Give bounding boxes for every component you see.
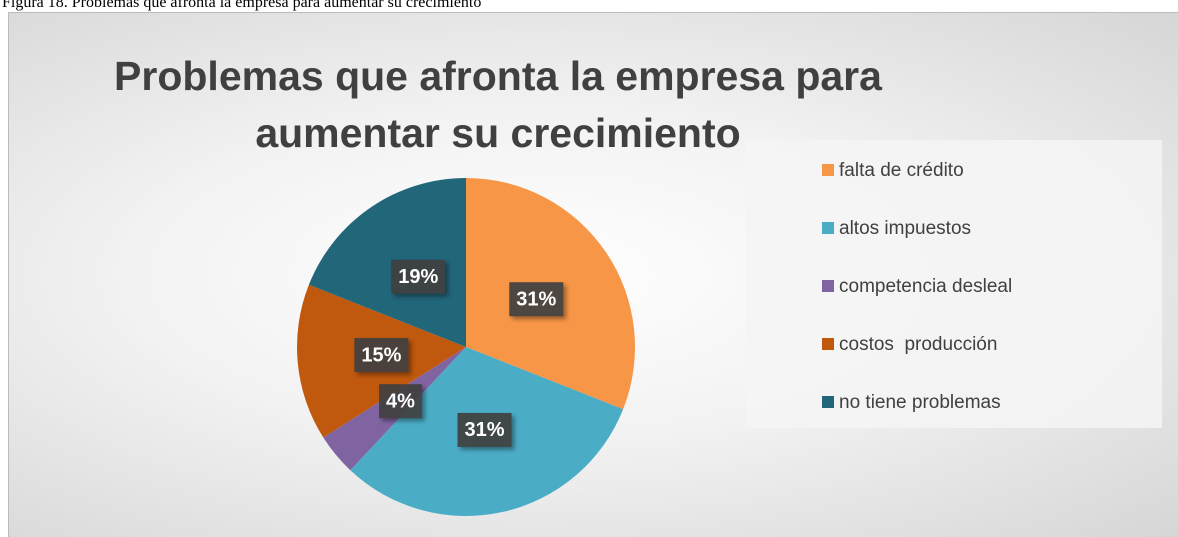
legend-swatch <box>822 222 834 234</box>
data-label: 15% <box>361 344 401 366</box>
data-label: 19% <box>398 266 438 288</box>
legend-label: competencia desleal <box>839 276 1012 297</box>
legend-swatch <box>822 280 834 292</box>
data-label-box <box>379 384 422 419</box>
data-label-box <box>391 259 446 294</box>
data-label: 4% <box>386 390 415 412</box>
data-label: 31% <box>465 419 505 441</box>
legend-swatch <box>822 396 834 408</box>
data-label-box <box>354 337 409 372</box>
legend-box <box>746 140 1162 428</box>
legend-swatch <box>822 164 834 176</box>
legend-swatch <box>822 338 834 350</box>
data-label: 31% <box>516 289 556 311</box>
legend-label: altos impuestos <box>839 218 971 239</box>
chart-title: Problemas que afronta la empresa para au… <box>114 53 882 156</box>
legend-label: no tiene problemas <box>839 392 1001 413</box>
legend-label: falta de crédito <box>839 160 964 181</box>
data-label-box <box>457 412 512 447</box>
legend-label: costos producción <box>839 334 997 355</box>
caption: Figura 18. Problemas que afronta la empr… <box>2 0 482 11</box>
data-label-box <box>509 282 564 317</box>
pie-slice <box>308 178 466 347</box>
